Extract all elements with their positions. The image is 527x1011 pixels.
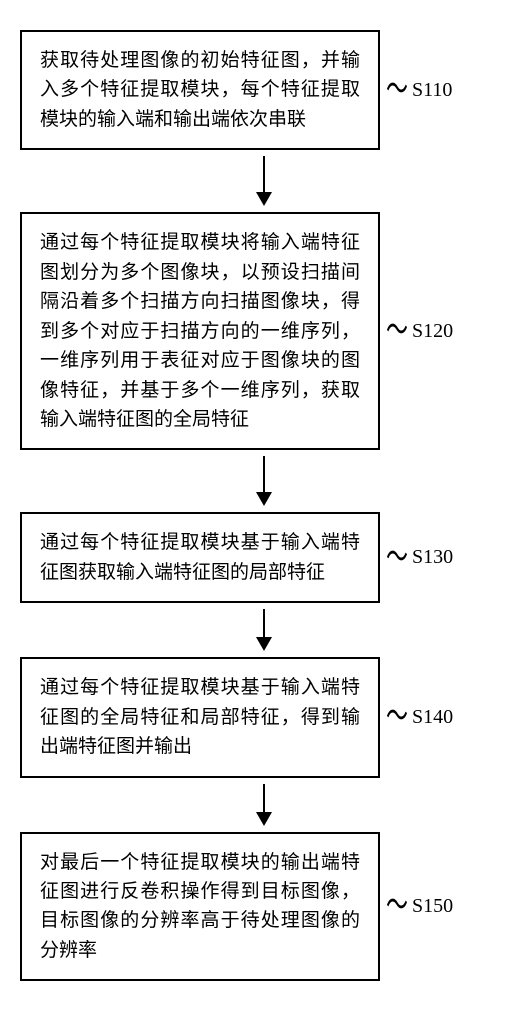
step-text: 通过每个特征提取模块基于输入端特征图的全局特征和局部特征，得到输出端特征图并输出 <box>40 677 360 757</box>
flow-step: 通过每个特征提取模块基于输入端特征图获取输入端特征图的局部特征 〜 S130 <box>20 512 507 603</box>
step-side-label: 〜 S150 <box>386 895 453 918</box>
step-side-label: 〜 S130 <box>386 546 453 569</box>
step-side-label: 〜 S110 <box>386 79 452 102</box>
step-text: 获取待处理图像的初始特征图，并输入多个特征提取模块，每个特征提取模块的输入端和输… <box>40 50 360 130</box>
flow-step: 获取待处理图像的初始特征图，并输入多个特征提取模块，每个特征提取模块的输入端和输… <box>20 30 507 150</box>
step-text: 通过每个特征提取模块将输入端特征图划分为多个图像块，以预设扫描间隔沿着多个扫描方… <box>40 232 360 430</box>
tilde-icon: 〜 <box>386 73 408 108</box>
step-box: 获取待处理图像的初始特征图，并输入多个特征提取模块，每个特征提取模块的输入端和输… <box>20 30 380 150</box>
tilde-icon: 〜 <box>386 700 408 735</box>
step-side-label: 〜 S120 <box>386 320 453 343</box>
arrow-down-icon <box>256 784 272 826</box>
step-text: 对最后一个特征提取模块的输出端特征图进行反卷积操作得到目标图像，目标图像的分辨率… <box>40 852 360 961</box>
step-side-label: 〜 S140 <box>386 706 453 729</box>
step-id: S120 <box>412 320 453 343</box>
step-id: S140 <box>412 706 453 729</box>
arrow-down-icon <box>256 609 272 651</box>
step-id: S130 <box>412 546 453 569</box>
step-box: 通过每个特征提取模块将输入端特征图划分为多个图像块，以预设扫描间隔沿着多个扫描方… <box>20 212 380 450</box>
flow-step: 对最后一个特征提取模块的输出端特征图进行反卷积操作得到目标图像，目标图像的分辨率… <box>20 832 507 982</box>
step-box: 对最后一个特征提取模块的输出端特征图进行反卷积操作得到目标图像，目标图像的分辨率… <box>20 832 380 982</box>
step-id: S110 <box>412 79 452 102</box>
step-id: S150 <box>412 895 453 918</box>
arrow-down-icon <box>256 456 272 506</box>
flow-step: 通过每个特征提取模块基于输入端特征图的全局特征和局部特征，得到输出端特征图并输出… <box>20 657 507 777</box>
step-box: 通过每个特征提取模块基于输入端特征图的全局特征和局部特征，得到输出端特征图并输出 <box>20 657 380 777</box>
flow-step: 通过每个特征提取模块将输入端特征图划分为多个图像块，以预设扫描间隔沿着多个扫描方… <box>20 212 507 450</box>
tilde-icon: 〜 <box>386 889 408 924</box>
tilde-icon: 〜 <box>386 540 408 575</box>
arrow-down-icon <box>256 156 272 206</box>
step-text: 通过每个特征提取模块基于输入端特征图获取输入端特征图的局部特征 <box>40 532 360 582</box>
flowchart-container: 获取待处理图像的初始特征图，并输入多个特征提取模块，每个特征提取模块的输入端和输… <box>20 30 507 981</box>
step-box: 通过每个特征提取模块基于输入端特征图获取输入端特征图的局部特征 <box>20 512 380 603</box>
tilde-icon: 〜 <box>386 314 408 349</box>
